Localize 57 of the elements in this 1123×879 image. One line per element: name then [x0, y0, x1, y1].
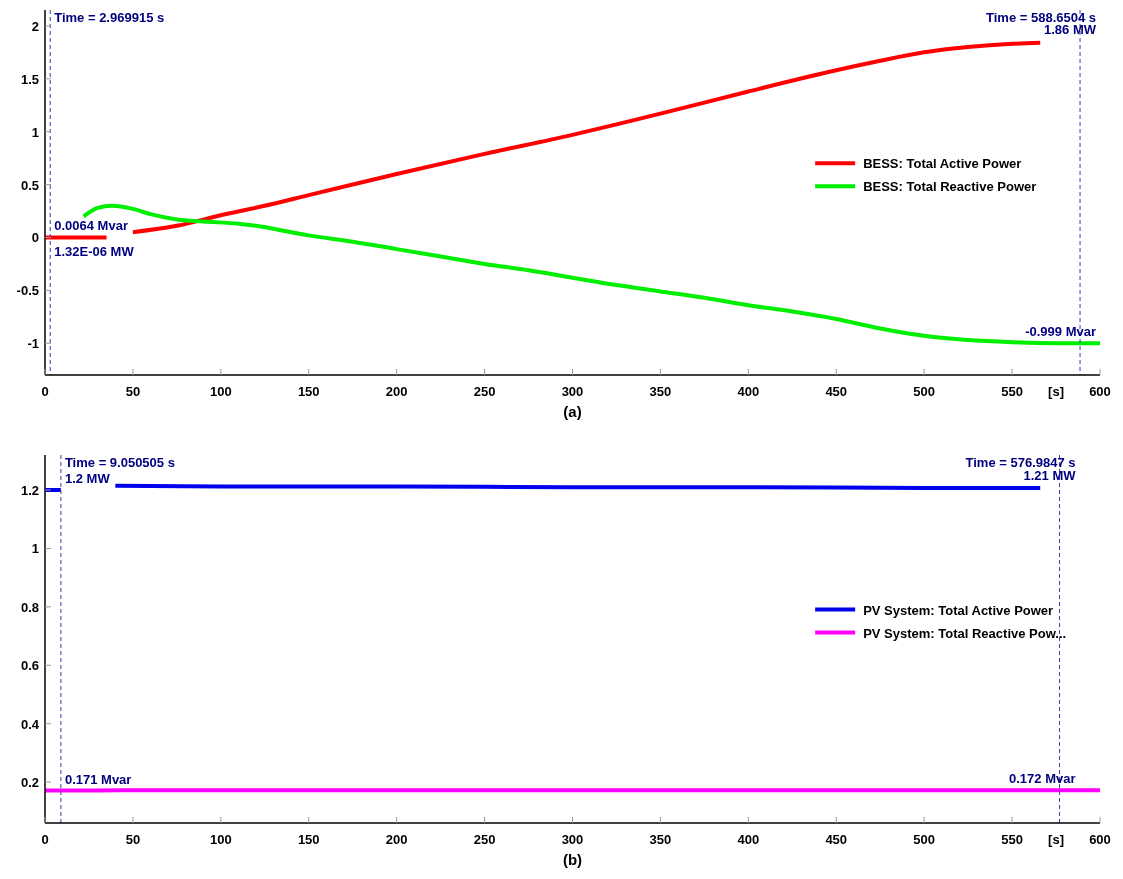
x-tick-label: 0 — [41, 832, 49, 847]
text: (b) — [562, 851, 583, 868]
x-tick-label: 100 — [209, 384, 232, 399]
y-tick-label: 0.5 — [20, 177, 39, 193]
x-tick-label: 0 — [41, 384, 49, 399]
y-tick-label: -0.5 — [16, 283, 39, 299]
x-tick-label: 400 — [737, 384, 760, 399]
y-tick-label: 0.4 — [20, 716, 40, 732]
y-tick-label: -1 — [27, 336, 39, 352]
x-tick-label: 300 — [561, 384, 584, 399]
x-tick-label: 450 — [825, 384, 848, 399]
legend-label: BESS: Total Active Power — [863, 156, 1022, 172]
x-tick-label: 100 — [209, 832, 232, 847]
annotation: 1.32E-06 MW — [54, 244, 135, 260]
x-tick-label: 250 — [473, 832, 496, 847]
x-tick-label: 250 — [473, 384, 496, 399]
x-tick-label: 600 — [1089, 384, 1111, 399]
x-tick-label: 350 — [649, 832, 672, 847]
x-tick-label: 300 — [561, 832, 584, 847]
y-tick-label: 1.5 — [20, 71, 39, 87]
x-tick-label: 350 — [649, 384, 672, 399]
y-tick-label: 0.6 — [20, 658, 39, 674]
y-tick-label: 0.2 — [20, 775, 39, 791]
x-tick-label: 150 — [297, 384, 320, 399]
annotation: -0.999 Mvar — [1025, 324, 1097, 340]
annotation: 0.172 Mvar — [1009, 771, 1076, 787]
y-tick-label: 0 — [31, 230, 39, 246]
ref-line-label: Time = 9.050505 s — [64, 455, 175, 470]
x-tick-label: 150 — [297, 832, 320, 847]
ref-line-label: Time = 2.969915 s — [54, 10, 165, 25]
text: (a) — [563, 403, 582, 420]
annotation: 1.2 MW — [64, 471, 111, 487]
x-tick-label: 500 — [913, 832, 936, 847]
y-tick-label: 1 — [31, 124, 39, 140]
annotation: 0.0064 Mvar — [54, 217, 128, 233]
x-tick-label: 50 — [125, 832, 141, 847]
legend-label: BESS: Total Reactive Power — [863, 179, 1037, 195]
legend-label: PV System: Total Reactive Pow... — [863, 625, 1067, 641]
annotation: 0.171 Mvar — [64, 771, 132, 787]
x-tick-label: 200 — [385, 832, 408, 847]
x-axis-title: [s] — [1048, 832, 1064, 847]
legend-label: PV System: Total Active Power — [863, 602, 1054, 618]
y-tick-label: 0.8 — [20, 599, 39, 615]
y-tick-label: 1.2 — [20, 483, 39, 499]
x-tick-label: 500 — [913, 384, 936, 399]
annotation: 1.21 MW — [1023, 468, 1077, 484]
x-tick-label: 450 — [825, 832, 848, 847]
ref-line-label: Time = 576.9847 s — [965, 455, 1076, 470]
x-tick-label: 200 — [385, 384, 408, 399]
y-tick-label: 1 — [31, 541, 39, 557]
x-tick-label: 50 — [125, 384, 141, 399]
x-tick-label: 550 — [1001, 384, 1023, 399]
x-axis-title: [s] — [1048, 384, 1064, 399]
x-tick-label: 400 — [737, 832, 760, 847]
x-tick-label: 600 — [1089, 832, 1111, 847]
y-tick-label: 2 — [31, 18, 39, 34]
x-tick-label: 550 — [1001, 832, 1023, 847]
